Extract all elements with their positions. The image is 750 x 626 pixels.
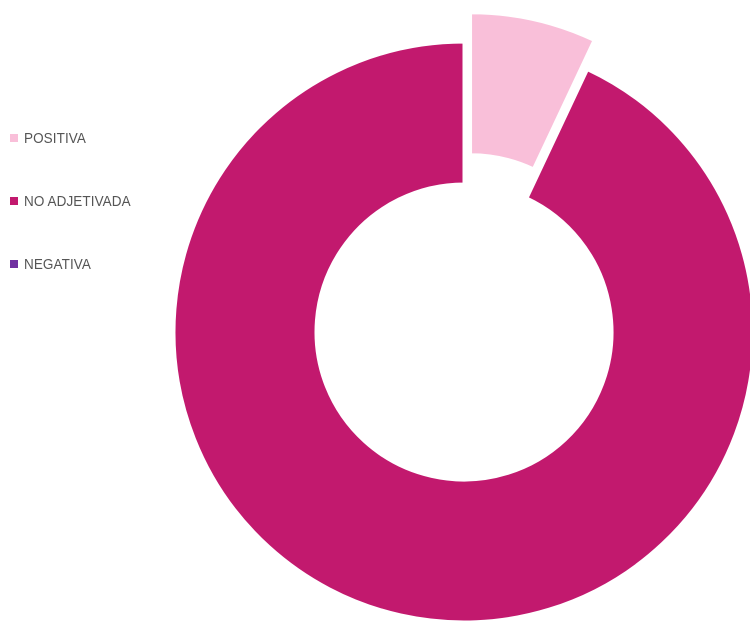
chart-legend: POSITIVA NO ADJETIVADA NEGATIVA	[10, 128, 143, 317]
legend-swatch-negativa	[10, 260, 18, 268]
legend-swatch-positiva	[10, 134, 18, 142]
legend-item-positiva: POSITIVA	[10, 128, 143, 148]
legend-item-no-adjetivada: NO ADJETIVADA	[10, 191, 143, 211]
legend-swatch-no-adjetivada	[10, 197, 18, 205]
legend-label-no-adjetivada: NO ADJETIVADA	[24, 192, 131, 210]
legend-label-negativa: NEGATIVA	[24, 255, 91, 273]
legend-label-positiva: POSITIVA	[24, 129, 86, 147]
slice-no-adjetivada	[172, 40, 750, 624]
legend-item-negativa: NEGATIVA	[10, 254, 143, 274]
slice-positiva	[469, 11, 597, 171]
